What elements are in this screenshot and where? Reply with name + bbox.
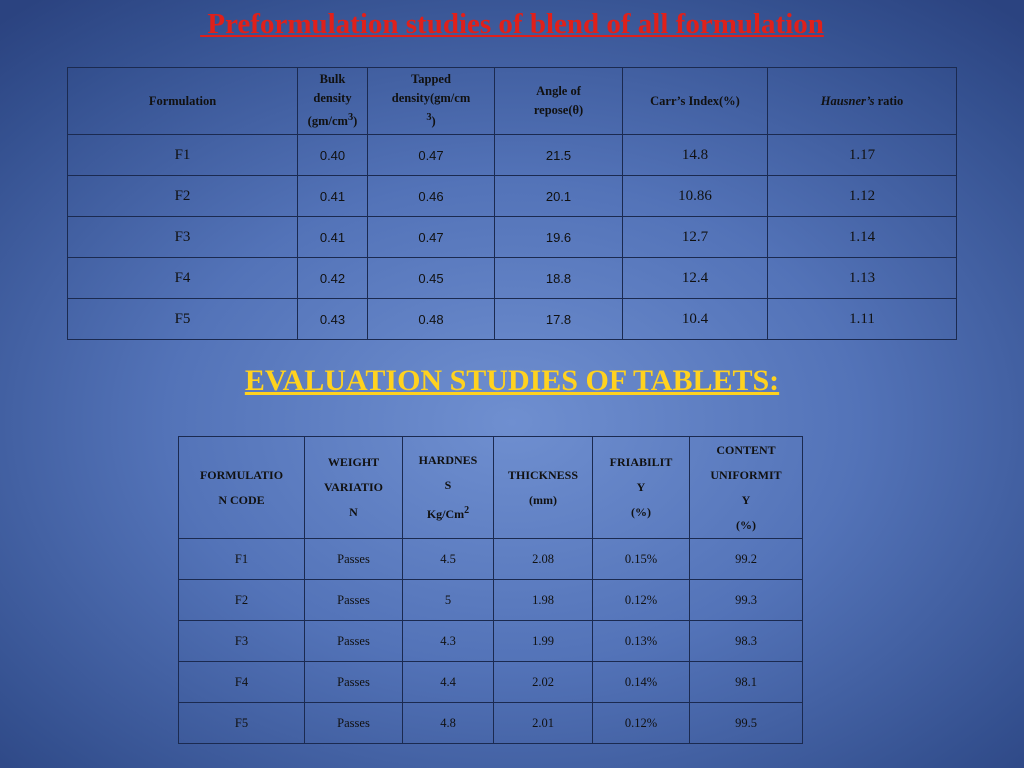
cell-content: 99.2 [689, 538, 803, 580]
table-header-row: Formulation Bulk density (gm/cm3) Tapped… [67, 67, 957, 135]
col-header-tapped-density: Tapped density(gm/cm 3) [367, 67, 495, 135]
col-header-hausner-ratio: Hausner’s ratio [767, 67, 957, 135]
col-header-hardness: HARDNES S Kg/Cm2 [402, 436, 494, 539]
cell-angle: 18.8 [494, 257, 623, 299]
cell-formulation: F1 [67, 134, 298, 176]
slide-title: Preformulation studies of blend of all f… [200, 8, 824, 40]
cell-content: 98.3 [689, 620, 803, 662]
col-header-friability: FRIABILIT Y (%) [592, 436, 690, 539]
cell-bulk: 0.43 [297, 298, 368, 340]
table-row: F5 Passes 4.8 2.01 0.12% 99.5 [178, 702, 803, 744]
cell-angle: 17.8 [494, 298, 623, 340]
cell-bulk: 0.41 [297, 216, 368, 258]
cell-carr: 12.7 [622, 216, 768, 258]
col-header-formulation: Formulation [67, 67, 298, 135]
cell-hausner: 1.12 [767, 175, 957, 217]
cell-thickness: 1.98 [493, 579, 593, 621]
cell-hausner: 1.13 [767, 257, 957, 299]
cell-code: F3 [178, 620, 305, 662]
cell-friability: 0.12% [592, 579, 690, 621]
table-row: F1 Passes 4.5 2.08 0.15% 99.2 [178, 538, 803, 580]
col-header-formulation-code: FORMULATIO N CODE [178, 436, 305, 539]
table-row: F3 Passes 4.3 1.99 0.13% 98.3 [178, 620, 803, 662]
cell-tapped: 0.45 [367, 257, 495, 299]
col-header-angle-of-repose: Angle of repose(θ) [494, 67, 623, 135]
cell-weight: Passes [304, 538, 403, 580]
cell-bulk: 0.42 [297, 257, 368, 299]
cell-formulation: F2 [67, 175, 298, 217]
cell-weight: Passes [304, 579, 403, 621]
table-row: F2 0.41 0.46 20.1 10.86 1.12 [67, 175, 957, 217]
col-header-carrs-index: Carr’s Index(%) [622, 67, 768, 135]
cell-hardness: 4.3 [402, 620, 494, 662]
cell-thickness: 2.01 [493, 702, 593, 744]
cell-friability: 0.13% [592, 620, 690, 662]
table-row: F1 0.40 0.47 21.5 14.8 1.17 [67, 134, 957, 176]
cell-code: F2 [178, 579, 305, 621]
cell-thickness: 2.08 [493, 538, 593, 580]
table-row: F4 0.42 0.45 18.8 12.4 1.13 [67, 257, 957, 299]
cell-code: F5 [178, 702, 305, 744]
cell-carr: 14.8 [622, 134, 768, 176]
cell-hausner: 1.17 [767, 134, 957, 176]
cell-angle: 21.5 [494, 134, 623, 176]
col-header-content-uniformity: CONTENT UNIFORMIT Y (%) [689, 436, 803, 539]
cell-code: F1 [178, 538, 305, 580]
cell-hardness: 4.5 [402, 538, 494, 580]
cell-weight: Passes [304, 620, 403, 662]
cell-hausner: 1.14 [767, 216, 957, 258]
cell-friability: 0.12% [592, 702, 690, 744]
col-header-thickness: THICKNESS (mm) [493, 436, 593, 539]
cell-bulk: 0.40 [297, 134, 368, 176]
cell-carr: 10.86 [622, 175, 768, 217]
cell-angle: 20.1 [494, 175, 623, 217]
section-title: EVALUATION STUDIES OF TABLETS: [244, 364, 780, 397]
col-header-weight-variation: WEIGHT VARIATIO N [304, 436, 403, 539]
cell-hausner: 1.11 [767, 298, 957, 340]
col-header-bulk-density: Bulk density (gm/cm3) [297, 67, 368, 135]
cell-weight: Passes [304, 702, 403, 744]
cell-weight: Passes [304, 661, 403, 703]
cell-tapped: 0.46 [367, 175, 495, 217]
cell-thickness: 1.99 [493, 620, 593, 662]
cell-hardness: 4.4 [402, 661, 494, 703]
table-row: F3 0.41 0.47 19.6 12.7 1.14 [67, 216, 957, 258]
cell-content: 99.5 [689, 702, 803, 744]
cell-carr: 12.4 [622, 257, 768, 299]
table-row: F5 0.43 0.48 17.8 10.4 1.11 [67, 298, 957, 340]
cell-tapped: 0.47 [367, 134, 495, 176]
cell-friability: 0.15% [592, 538, 690, 580]
cell-formulation: F3 [67, 216, 298, 258]
cell-hardness: 5 [402, 579, 494, 621]
cell-formulation: F5 [67, 298, 298, 340]
cell-thickness: 2.02 [493, 661, 593, 703]
cell-content: 98.1 [689, 661, 803, 703]
cell-bulk: 0.41 [297, 175, 368, 217]
cell-tapped: 0.48 [367, 298, 495, 340]
cell-angle: 19.6 [494, 216, 623, 258]
preformulation-table: Formulation Bulk density (gm/cm3) Tapped… [67, 67, 957, 340]
table-row: F4 Passes 4.4 2.02 0.14% 98.1 [178, 661, 803, 703]
tablet-evaluation-table: FORMULATIO N CODE WEIGHT VARIATIO N HARDNES… [178, 436, 803, 744]
cell-code: F4 [178, 661, 305, 703]
cell-content: 99.3 [689, 579, 803, 621]
cell-tapped: 0.47 [367, 216, 495, 258]
cell-friability: 0.14% [592, 661, 690, 703]
cell-carr: 10.4 [622, 298, 768, 340]
table-row: F2 Passes 5 1.98 0.12% 99.3 [178, 579, 803, 621]
cell-formulation: F4 [67, 257, 298, 299]
table-header-row: FORMULATIO N CODE WEIGHT VARIATIO N HARDNES… [178, 436, 803, 539]
cell-hardness: 4.8 [402, 702, 494, 744]
